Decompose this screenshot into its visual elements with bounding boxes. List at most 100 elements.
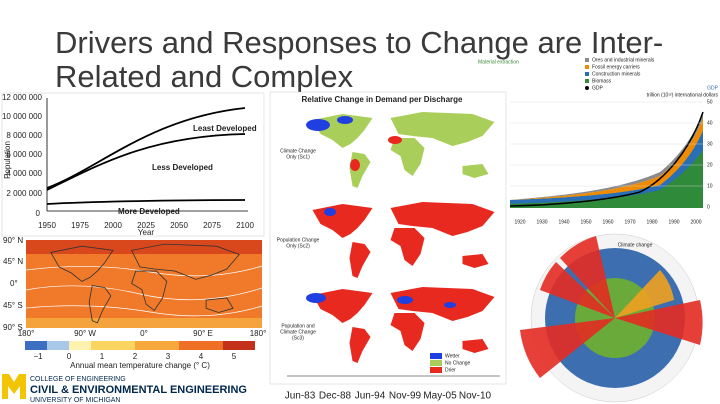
material-figure: Material extraction Ores and industrial … (478, 57, 719, 225)
legend-label: Fossil energy carriers (592, 64, 640, 70)
colorbar-tick: 4 (199, 352, 204, 361)
legend-swatch (585, 86, 589, 90)
colorbar-tick: 5 (232, 352, 237, 361)
panel-frame (1, 92, 265, 237)
legend-label: GDP (592, 85, 604, 91)
y-tick-label: 4 000 000 (6, 169, 42, 178)
x-tick-label: 2000 (690, 219, 701, 225)
college: COLLEGE OF ENGINEERING (30, 376, 126, 383)
curve (46, 199, 246, 205)
patch (337, 116, 353, 124)
x-tick-label: 1970 (624, 219, 635, 225)
colorbar-step (135, 341, 179, 350)
wetter-patches (306, 116, 456, 308)
patch (306, 119, 330, 131)
patch (306, 293, 326, 303)
map-band (26, 318, 262, 328)
panel-label: Only (Sc1) (286, 154, 310, 160)
legend-label: Biomass (592, 78, 612, 84)
boundaries-figure: Climate change (520, 233, 703, 403)
legend-swatch (585, 79, 589, 83)
colorbar-tick: 3 (166, 352, 171, 361)
time-tick: Nov-10 (459, 391, 492, 402)
legend-swatch (430, 367, 442, 373)
colorbar-step (69, 341, 91, 350)
boundary-wedge (520, 318, 615, 378)
lat-label: 90° S (3, 323, 23, 332)
x-tick-label: 1950 (38, 221, 56, 230)
legend-label: Drier (445, 367, 456, 373)
series-label: More Developed (118, 207, 180, 216)
lon-label: 0° (140, 329, 148, 338)
y-tick-label: 8 000 000 (6, 131, 42, 140)
legend-swatch (585, 58, 589, 62)
map-field (26, 240, 262, 328)
axis-label: Population (3, 141, 12, 179)
lon-label: 90° E (193, 329, 213, 338)
colorbar-step (47, 341, 69, 350)
lat-label: 0° (10, 279, 18, 288)
x-tick-label: 1960 (602, 219, 613, 225)
logo (2, 374, 26, 399)
x-tick-label: 1950 (580, 219, 591, 225)
lat-label: 45° N (3, 257, 23, 266)
panel-label: Only (Sc2) (286, 243, 310, 249)
colorbar-step (25, 341, 47, 350)
boundary-wedge (560, 236, 615, 318)
x-tick-label: 2100 (236, 221, 254, 230)
gdp-label: GDP (707, 85, 719, 91)
university: UNIVERSITY OF MICHIGAN (30, 397, 121, 404)
panel-label: Population Change (277, 237, 320, 243)
patch (388, 136, 402, 144)
x-tick-label: 1990 (668, 219, 679, 225)
gdp-unit: trillion (10¹²) international dollars (647, 92, 719, 98)
time-tick: May-05 (423, 391, 457, 402)
series-label: Less Developed (152, 163, 213, 172)
demand-maps: Relative Change in Demand per Discharge … (269, 91, 507, 402)
colorbar-step (223, 341, 255, 350)
panel-label: Climate Change (280, 329, 316, 335)
patch (397, 296, 413, 304)
legend-swatch (585, 72, 589, 76)
boundary-wedge (540, 262, 615, 318)
colorbar-step (91, 341, 135, 350)
contour (25, 305, 263, 317)
y-tick-label: 2 000 000 (6, 189, 42, 198)
lon-label: 90° W (74, 329, 96, 338)
boundary-label: Climate change (618, 242, 653, 248)
legend-swatch (585, 65, 589, 69)
y-tick-label: 10 000 000 (2, 112, 43, 121)
footer: COLLEGE OF ENGINEERING CIVIL & ENVIRONME… (2, 374, 247, 404)
drier-patches (350, 136, 402, 171)
legend-swatch (430, 353, 442, 359)
x-tick-label: 2050 (170, 221, 188, 230)
legend-label: No Change (445, 360, 471, 366)
time-tick: Nov-99 (389, 391, 422, 402)
x-tick-label: 2075 (203, 221, 221, 230)
figure-title: Relative Change in Demand per Discharge (302, 95, 463, 104)
y-tick-label: 0 (707, 204, 710, 210)
map-band (26, 240, 262, 254)
boundary-wedge (615, 300, 703, 345)
series-label: Least Developed (193, 124, 257, 133)
x-tick-label: 1930 (536, 219, 547, 225)
lat-label: 90° N (3, 236, 23, 245)
legend-label: Ores and industrial minerals (592, 57, 655, 63)
x-tick-label: 2000 (104, 221, 122, 230)
population-figure: 12 000 000 10 000 000 8 000 000 6 000 00… (1, 92, 265, 237)
axis-label: Year (138, 228, 155, 237)
x-tick-label: 2025 (137, 221, 155, 230)
department: CIVIL & ENVIRONMENTAL ENGINEERING (30, 384, 247, 396)
x-tick-label: 1920 (514, 219, 525, 225)
time-tick: Jun-83 (285, 391, 316, 402)
contour (25, 265, 263, 277)
colorbar-tick: 2 (133, 352, 138, 361)
y-tick-label: 40 (707, 120, 713, 126)
x-tick-label: 1940 (558, 219, 569, 225)
panel-label: (Sc3) (292, 335, 304, 341)
legend-label: Construction minerals (592, 71, 641, 77)
temperature-map: 90° N 45° N 0° 45° S 90° S 180° 90° W 0°… (3, 236, 266, 370)
gdp-line (509, 111, 704, 207)
panel-label: Climate Change (280, 148, 316, 154)
